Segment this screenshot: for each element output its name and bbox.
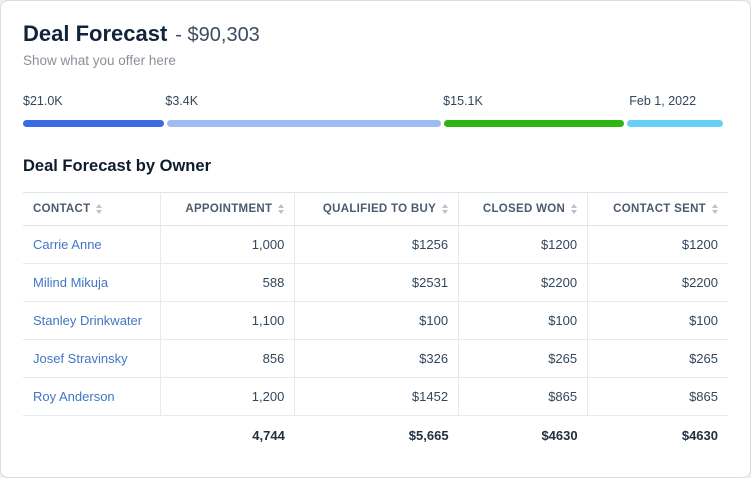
progress-labels: $21.0K $3.4K $15.1K Feb 1, 2022 — [23, 94, 728, 112]
table-row: Roy Anderson 1,200 $1452 $865 $865 — [23, 377, 728, 416]
sort-icon[interactable] — [278, 203, 285, 214]
closed-won-cell: $265 — [458, 339, 589, 378]
column-header-contact[interactable]: CONTACT — [23, 192, 161, 226]
section-title: Deal Forecast by Owner — [23, 157, 211, 175]
column-header-closed-won[interactable]: CLOSED WON — [458, 192, 589, 226]
header: Deal Forecast - $90,303 — [23, 21, 728, 47]
contact-cell: Carrie Anne — [23, 225, 161, 264]
page-subtitle: Show what you offer here — [23, 53, 176, 68]
contact-link[interactable]: Roy Anderson — [33, 389, 115, 404]
contact-cell: Milind Mikuja — [23, 263, 161, 302]
qualified-cell: $326 — [294, 339, 460, 378]
totals-appointment: 4,744 — [252, 428, 285, 443]
totals-empty-cell — [23, 416, 160, 456]
contact-cell: Stanley Drinkwater — [23, 301, 161, 340]
appointment-cell: 856 — [160, 339, 296, 378]
forecast-amount: - $90,303 — [175, 24, 260, 46]
page-title: Deal Forecast — [23, 21, 168, 46]
totals-qualified: $5,665 — [408, 428, 449, 443]
progress-segment-1 — [23, 120, 164, 127]
contact-cell: Roy Anderson — [23, 377, 161, 416]
progress-segment-3 — [443, 120, 624, 127]
forecast-progress: $21.0K $3.4K $15.1K Feb 1, 2022 — [23, 94, 728, 127]
contact-link[interactable]: Stanley Drinkwater — [33, 313, 143, 328]
contact-sent-cell: $2200 — [587, 263, 728, 302]
table-row: Carrie Anne 1,000 $1256 $1200 $1200 — [23, 225, 728, 264]
totals-row: 4,744 $5,665 $4630 $4630 — [23, 416, 728, 456]
sort-icon[interactable] — [571, 203, 578, 214]
progress-label-closed-won: $15.1K — [443, 94, 483, 108]
column-header-qualified-to-buy[interactable]: QUALIFIED TO BUY — [294, 192, 460, 226]
contact-sent-cell: $1200 — [587, 225, 728, 264]
appointment-cell: 1,200 — [160, 377, 296, 416]
contact-sent-cell: $265 — [587, 339, 728, 378]
qualified-cell: $1452 — [294, 377, 460, 416]
contact-cell: Josef Stravinsky — [23, 339, 161, 378]
qualified-cell: $2531 — [294, 263, 460, 302]
totals-closed-won: $4630 — [541, 428, 578, 443]
progress-segment-2 — [167, 120, 441, 127]
sort-icon[interactable] — [96, 203, 103, 214]
table-row: Milind Mikuja 588 $2531 $2200 $2200 — [23, 263, 728, 302]
progress-bar — [23, 120, 728, 127]
table-header-row: CONTACT APPOINTMENT QUALIFIED TO BUY CLO… — [23, 192, 728, 226]
closed-won-cell: $100 — [458, 301, 589, 340]
qualified-cell: $1256 — [294, 225, 460, 264]
sort-icon[interactable] — [712, 203, 718, 214]
closed-won-cell: $865 — [458, 377, 589, 416]
qualified-cell: $100 — [294, 301, 460, 340]
closed-won-cell: $2200 — [458, 263, 589, 302]
contact-link[interactable]: Josef Stravinsky — [33, 351, 128, 366]
column-header-appointment[interactable]: APPOINTMENT — [160, 192, 296, 226]
contact-sent-cell: $865 — [587, 377, 728, 416]
progress-label-appointment: $21.0K — [23, 94, 63, 108]
contact-link[interactable]: Carrie Anne — [33, 237, 102, 252]
table-row: Josef Stravinsky 856 $326 $265 $265 — [23, 339, 728, 378]
appointment-cell: 588 — [160, 263, 296, 302]
appointment-cell: 1,100 — [160, 301, 296, 340]
progress-segment-4 — [627, 120, 723, 127]
sort-icon[interactable] — [442, 203, 449, 214]
appointment-cell: 1,000 — [160, 225, 296, 264]
closed-won-cell: $1200 — [458, 225, 589, 264]
progress-label-qualified: $3.4K — [165, 94, 199, 108]
deal-forecast-table: CONTACT APPOINTMENT QUALIFIED TO BUY CLO… — [23, 192, 728, 455]
contact-link[interactable]: Milind Mikuja — [33, 275, 109, 290]
contact-sent-cell: $100 — [587, 301, 728, 340]
table-row: Stanley Drinkwater 1,100 $100 $100 $100 — [23, 301, 728, 340]
progress-label-date: Feb 1, 2022 — [629, 94, 697, 108]
totals-contact-sent: $4630 — [681, 428, 718, 443]
column-header-contact-sent[interactable]: CONTACT SENT — [587, 192, 728, 226]
